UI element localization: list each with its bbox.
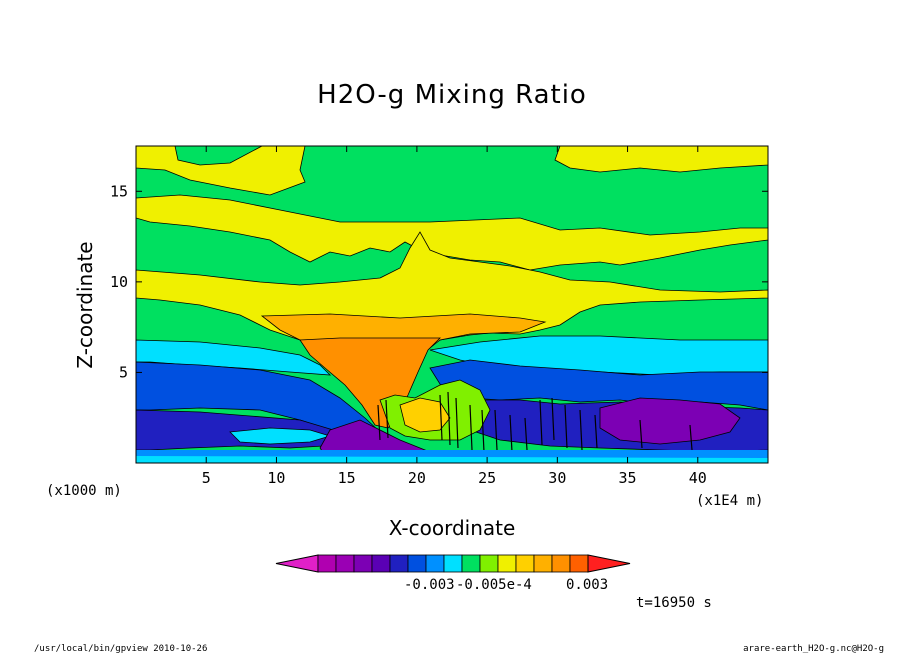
x-axis-label: X-coordinate	[389, 516, 516, 540]
x-tick-label: 40	[689, 469, 707, 487]
colorbar-label-3: 0.003	[566, 577, 608, 593]
y-tick-label: 10	[110, 273, 128, 291]
colorbar-label-1: -0.003	[404, 577, 455, 593]
turbulent-contours	[377, 391, 693, 453]
x-tick-label: 30	[548, 469, 566, 487]
x-tick-label: 20	[408, 469, 426, 487]
region-mixed-yellow	[399, 397, 451, 433]
y-unit-label: (x1000 m)	[46, 483, 122, 499]
colorbar-swatch	[371, 554, 391, 573]
colorbar-label-2: -0.005e-4	[456, 577, 532, 593]
x-tick-label: 15	[338, 469, 356, 487]
colorbar-left-arrow	[275, 554, 319, 573]
colorbar-swatch	[353, 554, 373, 573]
region-cyan-low-left	[229, 427, 332, 445]
colorbar-swatch	[407, 554, 427, 573]
plot-frame	[135, 145, 769, 464]
colorbar-swatch	[317, 554, 337, 573]
x-tick-label: 35	[619, 469, 637, 487]
chart-title: H2O-g Mixing Ratio	[317, 80, 587, 110]
colorbar-swatch	[479, 554, 499, 573]
colorbar-swatch	[569, 554, 589, 573]
footer-left: /usr/local/bin/gpview 2010-10-26	[34, 644, 207, 654]
time-label: t=16950 s	[636, 595, 712, 611]
colorbar-right-arrow	[587, 554, 631, 573]
colorbar-swatch	[515, 554, 535, 573]
colorbar-swatch	[461, 554, 481, 573]
region-yellow-upper-left	[136, 146, 306, 196]
region-yellow-band	[136, 194, 768, 271]
y-axis-label: Z-coordinate	[73, 241, 97, 368]
colorbar-swatch	[533, 554, 553, 573]
x-unit-label: (x1E4 m)	[696, 493, 763, 509]
region-purple-right	[599, 397, 741, 445]
footer-right: arare-earth_H2O-g.nc@H2O-g	[743, 644, 884, 654]
x-tick-label: 10	[267, 469, 285, 487]
colorbar	[275, 554, 631, 573]
x-axis-ticks: 5 10 15 20 25 30 35 40	[202, 146, 707, 487]
region-yellow-upper-right	[554, 146, 768, 173]
colorbar-swatch	[389, 554, 409, 573]
x-tick-label: 5	[202, 469, 211, 487]
y-axis-ticks: 5 10 15	[110, 182, 768, 381]
region-surface-cyan	[136, 456, 768, 463]
colorbar-swatch	[425, 554, 445, 573]
y-tick-label: 5	[119, 363, 128, 381]
region-cyan-left	[136, 339, 332, 376]
y-tick-label: 15	[110, 182, 128, 200]
contour-field	[136, 146, 768, 463]
colorbar-swatch	[497, 554, 517, 573]
x-tick-label: 25	[478, 469, 496, 487]
colorbar-swatch	[443, 554, 463, 573]
colorbar-swatch	[335, 554, 355, 573]
colorbar-swatch	[551, 554, 571, 573]
